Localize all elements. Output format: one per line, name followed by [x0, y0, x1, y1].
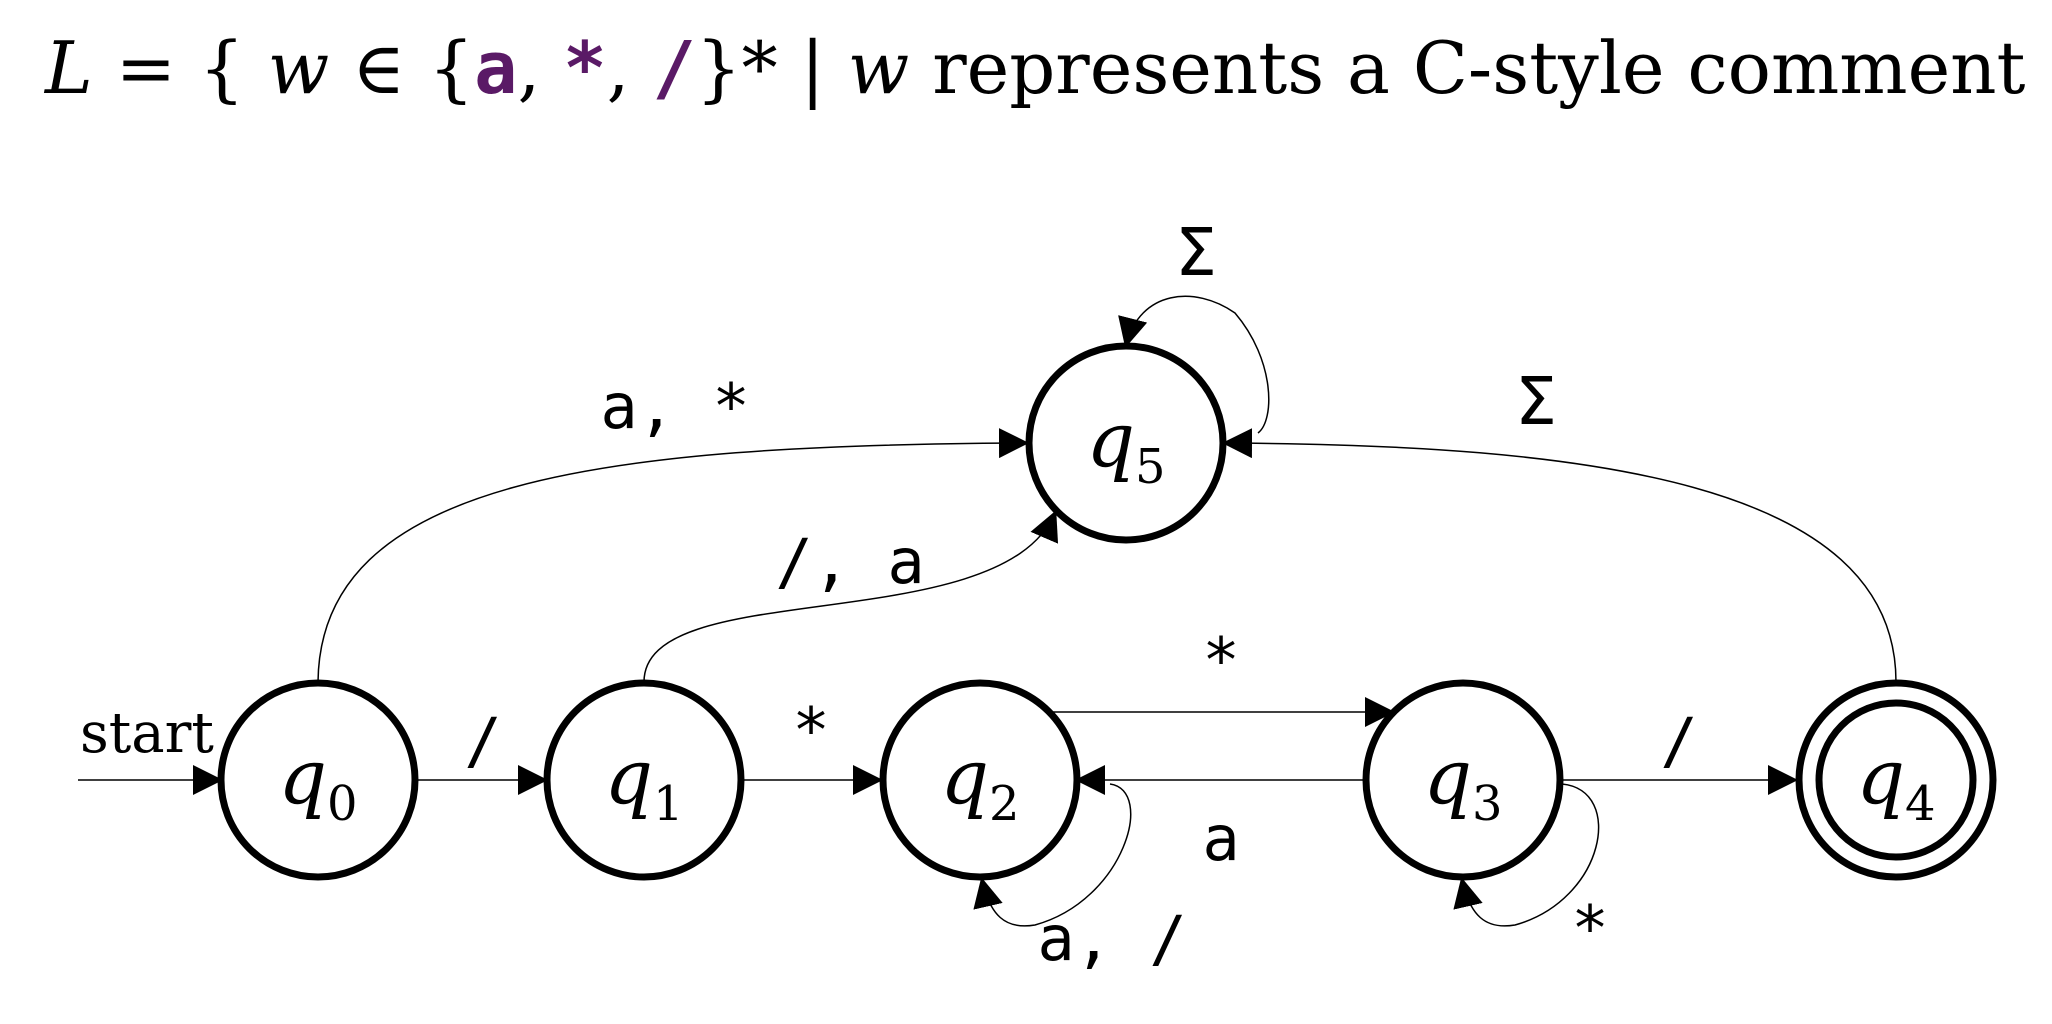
state-q5[interactable]: q5: [1025, 342, 1227, 544]
state-name: q: [940, 732, 989, 821]
alphabet-symbol-a: a: [474, 26, 517, 110]
alphabet-symbol-star: *: [563, 26, 606, 110]
edge-q3-self: [1453, 783, 1600, 927]
label-q3-self: *: [1571, 892, 1608, 965]
transitions: [78, 295, 1897, 927]
state-name: q: [1423, 732, 1472, 821]
state-q4-accepting[interactable]: q4: [1795, 679, 1997, 881]
state-name: q: [1856, 732, 1905, 821]
svg-text:q4: q4: [1856, 732, 1935, 832]
state-q2[interactable]: q2: [879, 679, 1081, 881]
label-q2-self: a, /: [1037, 902, 1186, 975]
state-subscript: 4: [1905, 776, 1936, 832]
svg-text:q0: q0: [278, 732, 357, 832]
state-subscript: 2: [989, 776, 1020, 832]
state-q3[interactable]: q3: [1362, 679, 1564, 881]
label-q0-q5: a, *: [600, 370, 749, 443]
edge-labels: start / a, * * /, a * a, / a * / Σ Σ: [80, 214, 1698, 975]
state-q1[interactable]: q1: [543, 679, 745, 881]
label-q1-q5: /, a: [775, 525, 924, 598]
language-definition: L = { w ∈ {a, *, /}* | w represents a C-…: [43, 26, 2052, 110]
svg-text:q1: q1: [604, 732, 683, 832]
label-q3-q4: /: [1660, 704, 1697, 777]
alphabet-open-brace: {: [428, 26, 474, 110]
svg-text:q5: q5: [1086, 395, 1165, 495]
alphabet-comma: ,: [518, 26, 541, 110]
label-q5-self: Σ: [1175, 214, 1217, 291]
label-q3-q2: a: [1202, 802, 1239, 875]
svg-text:q3: q3: [1423, 732, 1502, 832]
label-q1-q2: *: [792, 694, 829, 767]
open-brace: {: [199, 26, 245, 110]
states: q0 q1 q2 q3 q4 q5: [217, 342, 1997, 881]
language-description: represents a C-style comment: [932, 26, 2025, 110]
label-q0-q1: /: [464, 704, 501, 777]
state-name: q: [1086, 395, 1135, 484]
equals-sign: =: [116, 26, 176, 110]
start-label: start: [80, 701, 214, 766]
label-q4-q5: Σ: [1515, 363, 1557, 440]
alphabet-symbol-slash: /: [652, 26, 695, 110]
state-q0[interactable]: q0: [217, 679, 419, 881]
close-brace: }: [2048, 26, 2052, 110]
edge-q4-q5: [1222, 428, 1897, 683]
state-subscript: 1: [653, 776, 684, 832]
svg-text:q2: q2: [940, 732, 1019, 832]
alphabet-close-star: }*: [696, 26, 778, 110]
set-name: L: [43, 26, 93, 110]
variable-w: w: [268, 26, 330, 110]
such-that-bar: |: [801, 26, 825, 110]
state-name: q: [278, 732, 327, 821]
variable-w: w: [848, 26, 910, 110]
edge-q1-q5: [643, 510, 1058, 683]
alphabet-comma: ,: [607, 26, 630, 110]
edge-q0-q5: [317, 428, 1029, 683]
state-subscript: 3: [1472, 776, 1503, 832]
edge-q2-self: [973, 783, 1132, 927]
state-name: q: [604, 732, 653, 821]
label-q2-q3: *: [1202, 624, 1239, 697]
member-of-sign: ∈: [352, 26, 405, 110]
state-subscript: 0: [327, 776, 358, 832]
edge-q5-self: [1118, 295, 1270, 434]
state-subscript: 5: [1135, 439, 1166, 495]
